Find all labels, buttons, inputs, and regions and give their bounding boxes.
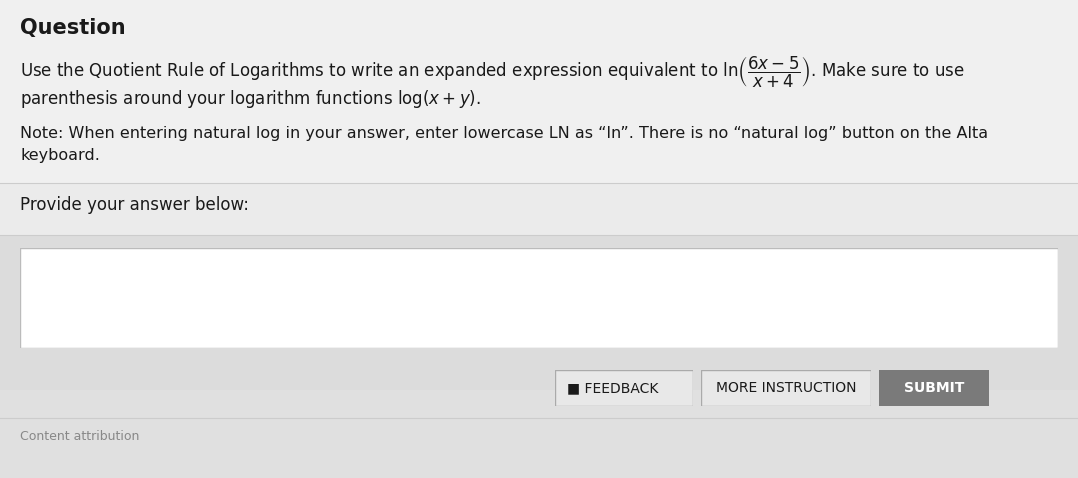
Text: ■ FEEDBACK: ■ FEEDBACK [567, 381, 659, 395]
Text: Provide your answer below:: Provide your answer below: [20, 196, 249, 214]
Text: Content attribution: Content attribution [20, 430, 139, 443]
Text: parenthesis around your logarithm functions $\log(x+y)$.: parenthesis around your logarithm functi… [20, 88, 481, 110]
Text: MORE INSTRUCTION: MORE INSTRUCTION [716, 381, 856, 395]
Text: Question: Question [20, 18, 126, 38]
Text: keyboard.: keyboard. [20, 148, 100, 163]
Text: SUBMIT: SUBMIT [903, 381, 964, 395]
Text: Note: When entering natural log in your answer, enter lowercase LN as “ln”. Ther: Note: When entering natural log in your … [20, 126, 989, 141]
Text: Use the Quotient Rule of Logarithms to write an expanded expression equivalent t: Use the Quotient Rule of Logarithms to w… [20, 55, 965, 90]
